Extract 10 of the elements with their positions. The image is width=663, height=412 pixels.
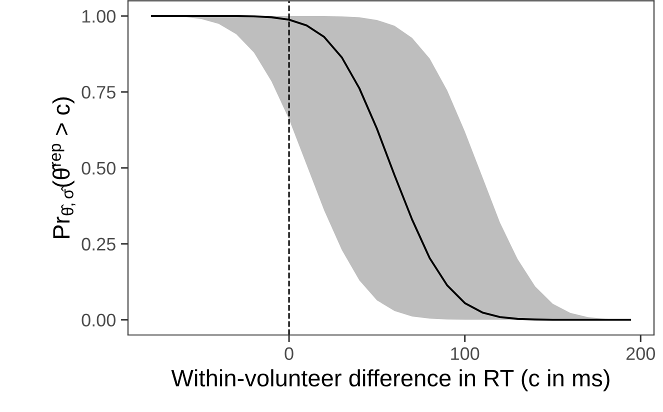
y-tick-label: 1.00 (82, 10, 116, 23)
y-axis-title: Pr$_{θ̂,σ̂}$(θ̂$^{rep}$ > c) (52, 97, 76, 238)
x-tick-label: 0 (284, 347, 294, 360)
x-tick-label: 100 (451, 347, 480, 360)
y-tick-label: 0.25 (82, 238, 116, 251)
y-tick-label: 0.75 (82, 86, 116, 99)
x-axis-title: Within-volunteer difference in RT (c in ms) (171, 369, 610, 392)
y-tick-label: 0.00 (82, 314, 116, 327)
y-tick-label: 0.50 (82, 162, 116, 175)
x-tick-label: 200 (626, 347, 655, 360)
